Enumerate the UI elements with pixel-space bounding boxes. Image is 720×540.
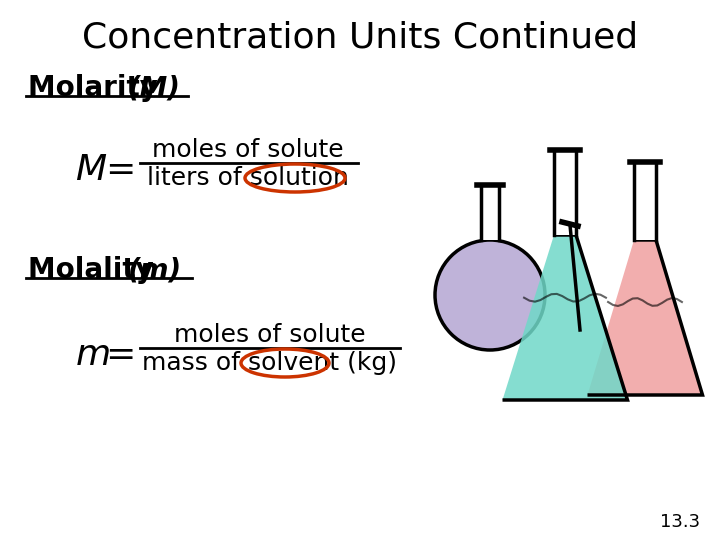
Text: moles of solute: moles of solute	[152, 138, 344, 162]
Text: moles of solute: moles of solute	[174, 323, 366, 347]
Circle shape	[435, 240, 545, 350]
Polygon shape	[588, 240, 703, 395]
Text: mass of solvent (kg): mass of solvent (kg)	[143, 351, 397, 375]
Bar	[481, 185, 499, 240]
Text: =: =	[105, 153, 135, 187]
Text: (M): (M)	[128, 74, 181, 102]
Text: Molality: Molality	[28, 256, 163, 284]
Text: $\mathit{M}$: $\mathit{M}$	[75, 153, 107, 187]
Text: (m): (m)	[128, 256, 182, 284]
Text: =: =	[105, 338, 135, 372]
Text: liters of solution: liters of solution	[147, 166, 349, 190]
Text: $\mathit{m}$: $\mathit{m}$	[75, 338, 109, 372]
Text: Molarity: Molarity	[28, 74, 168, 102]
Polygon shape	[503, 235, 628, 400]
Bar	[634, 162, 656, 240]
Text: 13.3: 13.3	[660, 513, 700, 531]
Bar	[554, 150, 576, 235]
Text: Concentration Units Continued: Concentration Units Continued	[82, 21, 638, 55]
